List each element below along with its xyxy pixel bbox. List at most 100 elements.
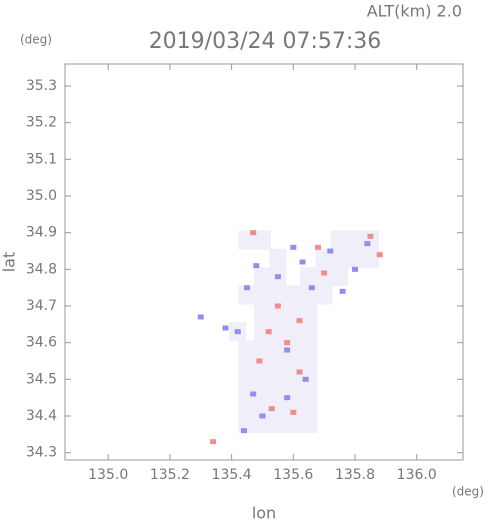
echo-point [327,248,334,254]
echo-point [210,439,217,445]
x-tick-label: 135.6 [273,467,313,483]
echo-cell [238,395,256,415]
echo-point [234,329,241,335]
echo-cell [238,358,256,378]
y-tick-label: 35.0 [26,188,57,204]
echo-cell [300,303,318,323]
x-tick-label: 135.4 [212,467,252,483]
y-tick-label: 34.9 [26,225,57,241]
echo-point [296,318,303,324]
echo-point [290,244,297,250]
x-tick-label: 136.0 [397,467,437,483]
echo-point [296,369,303,375]
echo-cell [300,377,318,397]
echo-point [265,329,272,335]
chart-subtitle: ALT(km) 2.0 [367,2,462,21]
echo-cell [300,358,318,378]
x-unit: (deg) [452,485,484,499]
x-axis-label: lon [252,504,276,521]
echo-cell [331,248,349,268]
echo-cell [253,322,271,342]
echo-point [299,259,306,265]
echo-point [244,285,251,291]
echo-cell [253,340,271,360]
y-tick-label: 34.4 [26,408,57,424]
echo-cell [269,340,287,360]
y-tick-label: 34.8 [26,261,57,277]
y-tick-label: 34.5 [26,371,57,387]
echo-point [364,241,371,247]
echo-cell [300,285,318,305]
echo-cell [253,377,271,397]
echo-cell [300,340,318,360]
echo-cell [300,413,318,433]
echo-cell [238,377,256,397]
echo-cell [238,340,256,360]
echo-cell [346,230,364,250]
echo-cell [300,395,318,415]
echo-cell [253,395,271,415]
echo-cell [300,267,318,287]
y-tick-label: 35.3 [26,78,57,94]
echo-cell [361,248,379,268]
echo-cell [269,413,287,433]
echo-point [321,270,328,276]
echo-cell [331,267,349,287]
echo-cell [238,413,256,433]
echo-point [250,391,257,397]
echo-cell [331,230,349,250]
echo-point [308,285,315,291]
echo-cell [315,267,333,287]
echo-cell [315,248,333,268]
y-axis-label: lat [0,252,19,273]
echo-cell [238,230,256,250]
echo-cell [269,248,287,268]
x-tick-label: 135.8 [335,467,375,483]
echo-cell [253,285,271,305]
echo-point [274,274,281,280]
echo-point [274,303,281,309]
echo-cell [315,285,333,305]
echo-point [250,230,257,236]
plot-frame [64,63,464,461]
y-tick-label: 34.7 [26,298,57,314]
echo-point [268,406,275,412]
echo-cell [253,413,271,433]
echo-cell [269,285,287,305]
echo-cell [284,340,302,360]
x-tick-label: 135.2 [150,467,190,483]
echo-cell [269,358,287,378]
echo-cell [284,395,302,415]
echo-cell [238,285,256,305]
echo-cell [269,395,287,415]
echo-point [314,244,321,250]
echo-point [284,340,291,346]
echo-point [259,413,266,419]
echo-cell [284,303,302,323]
echo-cell [361,230,379,250]
echo-point [290,409,297,415]
echo-cell [284,413,302,433]
echo-point [256,358,263,364]
echo-cell [284,377,302,397]
echo-point [222,325,229,331]
echo-cell [284,322,302,342]
echo-point [284,395,291,401]
plot-area [197,230,383,445]
echo-point [302,376,309,382]
y-tick-label: 34.3 [26,445,57,461]
y-tick-label: 35.2 [26,115,57,131]
echo-point [376,252,383,258]
chart-title: 2019/03/24 07:57:36 [149,29,382,54]
y-unit: (deg) [20,33,52,47]
echo-point [284,347,291,353]
echo-cell [253,303,271,323]
echo-cell [284,358,302,378]
echo-cell [269,377,287,397]
y-tick-label: 35.1 [26,151,57,167]
echo-point [253,263,260,269]
y-tick-label: 34.6 [26,335,57,351]
echo-cell [253,230,271,250]
echo-point [367,233,374,239]
